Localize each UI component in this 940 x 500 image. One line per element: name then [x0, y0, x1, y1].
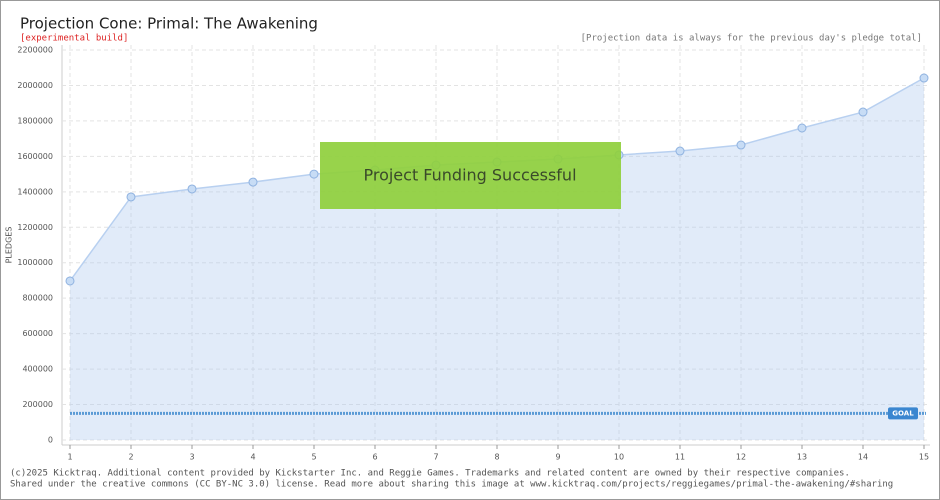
x-tick-label: 11 [675, 453, 685, 462]
x-tick-label: 8 [494, 453, 499, 462]
footer: (c)2025 Kicktraq. Additional content pro… [10, 469, 850, 479]
x-tick-label: 4 [250, 453, 255, 462]
area [70, 78, 924, 440]
x-tick-label: 1 [67, 453, 72, 462]
footer: Shared under the creative commons (CC BY… [10, 480, 893, 490]
x-tick-label: 3 [189, 453, 194, 462]
y-tick-label: 1000000 [17, 258, 53, 267]
x-tick-label: 14 [858, 453, 868, 462]
point [736, 140, 746, 150]
x-tick-label: 15 [919, 453, 929, 462]
x-tick-label: 5 [311, 453, 316, 462]
y-axis-label: PLEDGES [5, 227, 14, 264]
y-tick-label: 400000 [22, 365, 53, 374]
point [919, 73, 929, 83]
x-tick-label: 12 [736, 453, 746, 462]
subtitle: [experimental build] [20, 34, 128, 44]
goal-badge [888, 407, 918, 420]
x-tick-label: 6 [372, 453, 377, 462]
banner-text: Project Funding Successful [363, 166, 576, 185]
y-tick-label: 2200000 [17, 46, 53, 55]
x-tick-label: 10 [614, 453, 624, 462]
x-tick-label: 9 [555, 453, 560, 462]
x-tick-label: 7 [433, 453, 438, 462]
point [675, 146, 685, 156]
chart-title: Projection Cone: Primal: The Awakening [20, 15, 318, 33]
note: [Projection data is always for the previ… [581, 34, 922, 44]
point [858, 107, 868, 117]
x-tick-label: 2 [128, 453, 133, 462]
banner [320, 142, 621, 209]
y-tick-label: 800000 [22, 294, 53, 303]
point [126, 192, 136, 202]
point [65, 276, 75, 286]
point [248, 177, 258, 187]
point [187, 184, 197, 194]
goal-label: GOAL [892, 409, 914, 417]
y-tick-label: 1600000 [17, 152, 53, 161]
point [309, 169, 319, 179]
y-tick-label: 0 [48, 436, 53, 445]
y-tick-label: 1200000 [17, 223, 53, 232]
point [797, 123, 807, 133]
y-tick-label: 1800000 [17, 116, 53, 125]
y-tick-label: 200000 [22, 400, 53, 409]
y-tick-label: 1400000 [17, 187, 53, 196]
y-tick-label: 2000000 [17, 81, 53, 90]
x-tick-label: 13 [797, 453, 807, 462]
y-tick-label: 600000 [22, 329, 53, 338]
